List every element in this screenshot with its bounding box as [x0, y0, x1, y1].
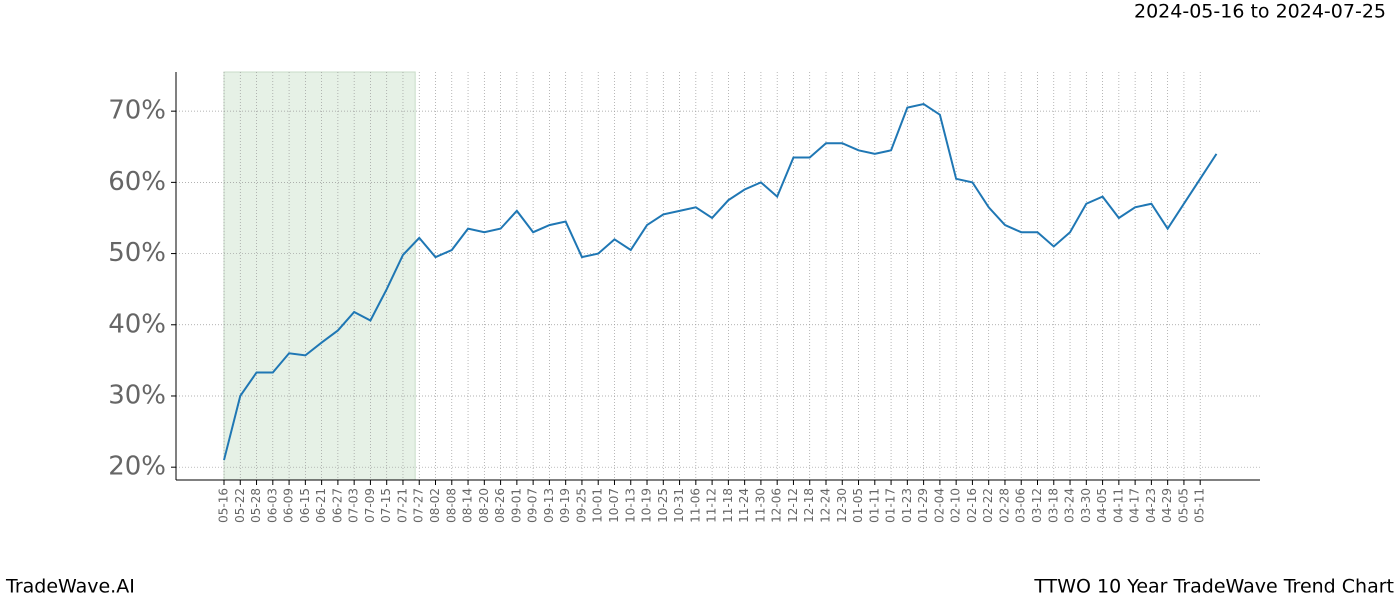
x-tick-label: 11-30: [753, 488, 767, 523]
x-tick-label: 02-10: [949, 488, 963, 523]
x-tick-label: 01-29: [916, 488, 930, 523]
x-tick-label: 06-15: [298, 488, 312, 523]
x-tick-label: 07-21: [395, 488, 409, 523]
x-tick-label: 02-28: [997, 488, 1011, 523]
x-tick-label: 03-30: [1079, 488, 1093, 523]
x-tick-label: 06-21: [314, 488, 328, 523]
x-tick-label: 12-24: [818, 488, 832, 523]
x-tick-label: 04-29: [1160, 488, 1174, 523]
x-tick-label: 11-24: [737, 488, 751, 523]
x-tick-label: 08-20: [477, 488, 491, 523]
x-tick-label: 04-11: [1111, 488, 1125, 523]
y-tick-label: 20%: [108, 452, 166, 482]
x-tick-label: 01-23: [900, 488, 914, 523]
x-tick-label: 09-13: [542, 488, 556, 523]
x-tick-label: 10-01: [591, 488, 605, 523]
x-tick-label: 03-18: [1046, 488, 1060, 523]
y-tick-label: 30%: [108, 380, 166, 410]
x-tick-label: 09-01: [509, 488, 523, 523]
x-tick-label: 05-11: [1193, 488, 1207, 523]
x-tick-label: 03-06: [1014, 488, 1028, 523]
x-tick-label: 08-02: [428, 488, 442, 523]
highlight-region: [223, 71, 416, 481]
x-tick-label: 05-16: [217, 488, 231, 523]
y-tick-label: 50%: [108, 238, 166, 268]
x-tick-label: 02-04: [932, 488, 946, 523]
x-tick-label: 04-17: [1128, 488, 1142, 523]
x-tick-label: 01-11: [867, 488, 881, 523]
x-tick-label: 05-05: [1176, 488, 1190, 523]
y-tick-label: 70%: [108, 96, 166, 126]
x-tick-label: 01-05: [851, 488, 865, 523]
x-tick-label: 09-07: [526, 488, 540, 523]
x-tick-label: 07-27: [412, 488, 426, 523]
x-tick-label: 12-06: [770, 488, 784, 523]
x-tick-label: 08-26: [493, 488, 507, 523]
x-tick-label: 06-03: [265, 488, 279, 523]
x-tick-label: 10-19: [640, 488, 654, 523]
x-tick-label: 11-12: [705, 488, 719, 523]
x-tick-label: 03-12: [1030, 488, 1044, 523]
x-tick-label: 11-18: [721, 488, 735, 523]
x-tick-label: 07-09: [363, 488, 377, 523]
x-tick-label: 06-27: [330, 488, 344, 523]
x-tick-label: 11-06: [688, 488, 702, 523]
x-tick-label: 08-14: [461, 488, 475, 523]
x-tick-label: 05-22: [233, 488, 247, 523]
x-tick-label: 09-19: [558, 488, 572, 523]
x-tick-label: 07-15: [379, 488, 393, 523]
data-line: [223, 102, 1218, 461]
chart-subtitle: 2024-05-16 to 2024-07-25: [1134, 1, 1386, 23]
x-tick-label: 01-17: [884, 488, 898, 523]
x-tick-label: 03-24: [1063, 488, 1077, 523]
x-tick-label: 08-08: [444, 488, 458, 523]
footer-right: TTWO 10 Year TradeWave Trend Chart: [1033, 576, 1394, 598]
x-tick-label: 02-16: [965, 488, 979, 523]
x-tick-label: 04-23: [1144, 488, 1158, 523]
footer-left: TradeWave.AI: [5, 576, 135, 598]
x-tick-label: 10-31: [672, 488, 686, 523]
x-tick-label: 12-30: [835, 488, 849, 523]
x-tick-label: 10-25: [656, 488, 670, 523]
x-tick-label: 10-07: [607, 488, 621, 523]
x-tick-label: 02-22: [981, 488, 995, 523]
y-tick-label: 40%: [108, 309, 166, 339]
y-tick-label: 60%: [108, 167, 166, 197]
x-tick-label: 06-09: [282, 488, 296, 523]
x-tick-label: 09-25: [574, 488, 588, 523]
x-tick-label: 04-05: [1095, 488, 1109, 523]
x-tick-label: 12-18: [802, 488, 816, 523]
x-tick-label: 05-28: [249, 488, 263, 523]
x-tick-label: 07-03: [347, 488, 361, 523]
x-tick-label: 12-12: [786, 488, 800, 523]
x-tick-label: 10-13: [623, 488, 637, 523]
